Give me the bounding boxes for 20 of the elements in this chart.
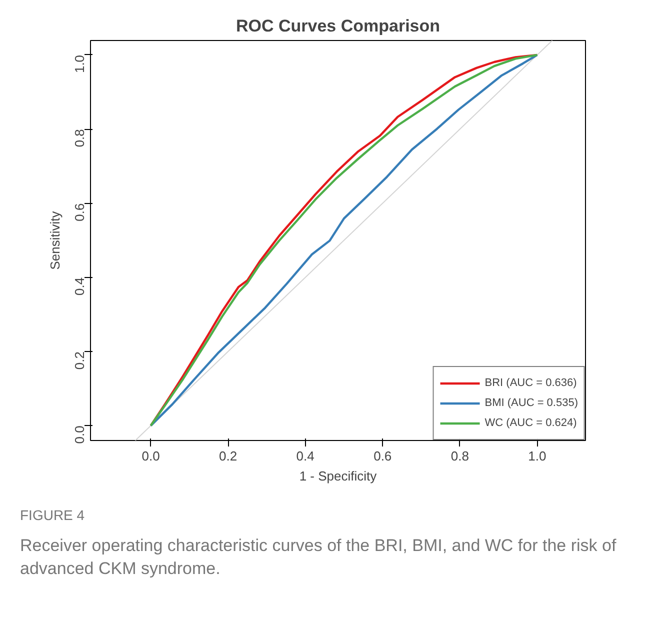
y-tick-label: 1.0 [72,54,87,74]
x-tick-label: 1.0 [528,448,546,464]
text: Receiver operating characteristic curves of the BRI, BMI, and WC for the risk of advanced CKM syndrome. [20,535,618,580]
y-tick-label: 0.8 [72,129,87,148]
x-axis-title: 1 - Specificity [299,468,378,484]
chart-title: ROC Curves Comparison [236,16,440,36]
x-tick-label: 0.8 [450,448,469,464]
legend-label: BRI (AUC = 0.636) [484,377,577,389]
x-tick-label: 0.4 [296,448,314,464]
x-tick-label: 0.6 [374,448,392,464]
caption: FIGURE 4 [20,506,85,525]
x-tick-label: 0.0 [142,448,160,464]
legend-label: WC (AUC = 0.624) [484,417,577,429]
y-axis-title: Sensitivity [48,210,62,270]
y-tick-label: 0.0 [72,426,87,444]
y-tick-label: 0.4 [72,277,87,296]
legend-label: BMI (AUC = 0.535) [484,397,578,409]
y-tick-label: 0.2 [72,352,87,370]
x-tick-label: 0.2 [219,448,238,464]
y-tick-label: 0.6 [72,203,87,222]
